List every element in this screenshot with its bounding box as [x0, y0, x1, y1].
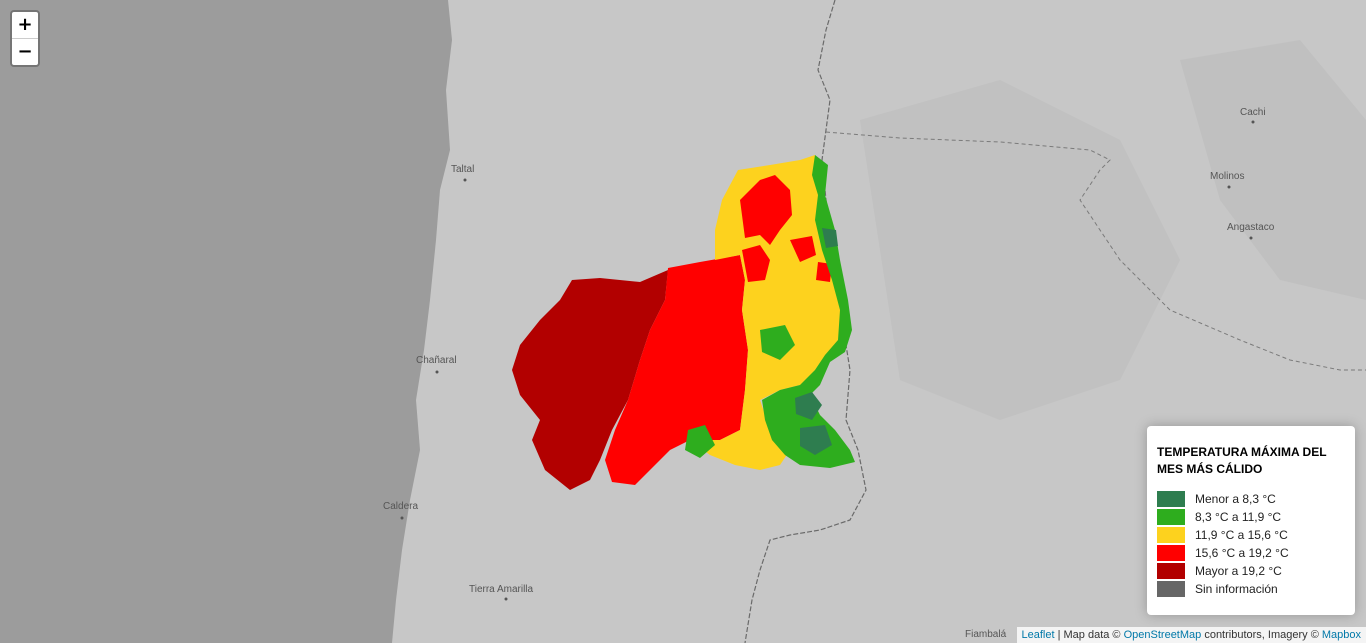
legend-swatch — [1157, 527, 1185, 543]
town-dot-molinos — [1227, 185, 1231, 189]
legend-label: Mayor a 19,2 °C — [1195, 564, 1282, 578]
attribution-text-2: contributors, Imagery © — [1201, 629, 1322, 641]
place-label-fiambala: Fiambalá — [965, 629, 1007, 640]
legend-title: TEMPERATURA MÁXIMA DEL MES MÁS CÁLIDO — [1157, 445, 1327, 476]
legend-label: 15,6 °C a 19,2 °C — [1195, 546, 1289, 560]
legend-label: 11,9 °C a 15,6 °C — [1195, 528, 1288, 542]
town-dot-angastaco — [1249, 236, 1253, 240]
region-dark-red — [512, 270, 668, 490]
place-label-chanaral: Chañaral — [416, 355, 457, 366]
region-dark-green-2 — [822, 228, 838, 248]
legend-item: 11,9 °C a 15,6 °C — [1157, 526, 1345, 544]
region-red-north — [740, 175, 792, 245]
zoom-control: + − — [10, 10, 40, 67]
attribution-text: | Map data © — [1054, 629, 1124, 641]
place-label-tierra-amarilla: Tierra Amarilla — [469, 584, 534, 595]
legend-swatch — [1157, 491, 1185, 507]
town-dot-tierra-amarilla — [504, 597, 508, 601]
region-red — [605, 255, 748, 485]
international-border — [744, 0, 867, 643]
terrain-shading-2 — [1180, 40, 1366, 300]
legend-item: 15,6 °C a 19,2 °C — [1157, 544, 1345, 562]
zoom-out-button[interactable]: − — [12, 38, 38, 65]
town-dot-taltal — [463, 178, 467, 182]
town-dot-chanaral — [435, 370, 439, 374]
map-attribution: Leaflet | Map data © OpenStreetMap contr… — [1016, 627, 1366, 643]
place-label-angastaco: Angastaco — [1227, 222, 1275, 233]
place-label-cachi: Cachi — [1240, 107, 1266, 118]
region-yellow — [690, 155, 850, 470]
osm-link[interactable]: OpenStreetMap — [1123, 629, 1202, 641]
ocean-area — [0, 0, 452, 643]
legend-item: 8,3 °C a 11,9 °C — [1157, 508, 1345, 526]
legend-swatch — [1157, 563, 1185, 579]
legend-label: 8,3 °C a 11,9 °C — [1195, 510, 1282, 524]
leaflet-link[interactable]: Leaflet — [1021, 629, 1055, 641]
legend-item: Menor a 8,3 °C — [1157, 490, 1345, 508]
region-red-patch — [742, 245, 770, 282]
place-label-molinos: Molinos — [1210, 171, 1245, 182]
place-label-taltal: Taltal — [451, 164, 475, 175]
legend-swatch — [1157, 509, 1185, 525]
region-green-mid — [760, 325, 795, 360]
terrain-shading — [860, 80, 1180, 420]
zoom-in-button[interactable]: + — [17, 14, 33, 35]
map-legend: TEMPERATURA MÁXIMA DEL MES MÁS CÁLIDO Me… — [1147, 426, 1355, 615]
legend-swatch — [1157, 545, 1185, 561]
legend-label: Sin información — [1195, 582, 1278, 596]
place-label-caldera: Caldera — [383, 501, 419, 512]
region-dark-green — [795, 392, 822, 420]
town-dot-caldera — [400, 516, 404, 520]
provincial-border — [825, 131, 1366, 371]
region-green-west — [685, 425, 715, 458]
region-red-patch-2 — [790, 236, 816, 262]
region-dark-green-3 — [800, 425, 832, 455]
legend-item: Mayor a 19,2 °C — [1157, 562, 1345, 580]
mapbox-link[interactable]: Mapbox — [1321, 629, 1361, 641]
town-dot-cachi — [1251, 120, 1255, 124]
temperature-region[interactable] — [512, 155, 855, 490]
legend-label: Menor a 8,3 °C — [1195, 492, 1276, 506]
legend-swatch — [1157, 581, 1185, 597]
legend-item: Sin información — [1157, 580, 1345, 598]
